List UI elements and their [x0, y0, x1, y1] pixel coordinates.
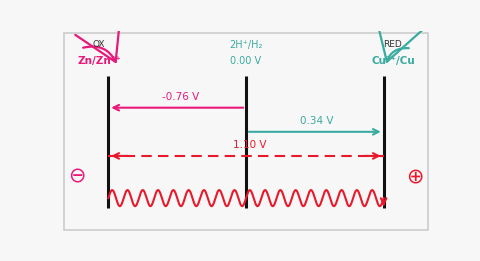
Text: ⊕: ⊕	[407, 166, 424, 186]
Text: Cu²⁺/Cu: Cu²⁺/Cu	[371, 56, 415, 67]
Text: 0.34 V: 0.34 V	[300, 116, 334, 126]
Text: 0.00 V: 0.00 V	[230, 56, 262, 67]
Text: 2H⁺/H₂: 2H⁺/H₂	[229, 40, 263, 50]
Text: Zn/Zn²⁺: Zn/Zn²⁺	[77, 56, 121, 67]
FancyArrowPatch shape	[75, 14, 120, 62]
Text: ⊖: ⊖	[68, 166, 85, 186]
FancyArrowPatch shape	[375, 15, 423, 62]
Text: 1.10 V: 1.10 V	[233, 140, 266, 150]
Text: -0.76 V: -0.76 V	[162, 92, 200, 102]
FancyBboxPatch shape	[64, 33, 428, 230]
Text: OX: OX	[93, 40, 105, 49]
Text: RED: RED	[384, 40, 402, 49]
